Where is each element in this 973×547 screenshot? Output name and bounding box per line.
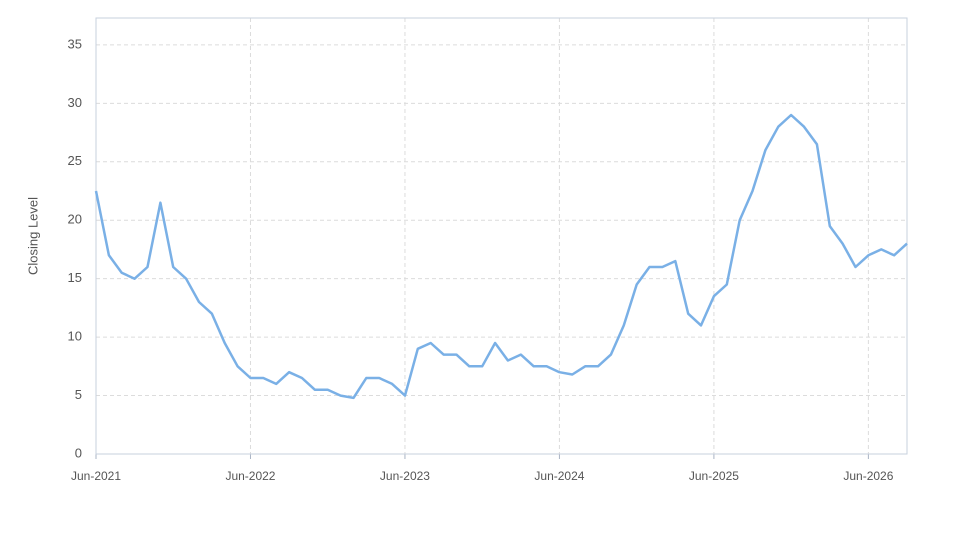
plot-border (95, 17, 908, 455)
y-tick-label: 25 (68, 153, 82, 168)
y-tick-label: 35 (68, 36, 82, 51)
y-tick-label: 30 (68, 95, 82, 110)
x-tick-label: Jun-2021 (71, 469, 121, 483)
x-tick-label: Jun-2022 (225, 469, 275, 483)
x-tick-label: Jun-2024 (534, 469, 584, 483)
y-tick-label: 0 (75, 445, 82, 460)
y-axis-label: Closing Level (25, 197, 40, 275)
x-tick-label: Jun-2025 (689, 469, 739, 483)
y-tick-label: 15 (68, 270, 82, 285)
y-tick-label: 20 (68, 212, 82, 227)
y-tick-label: 10 (68, 329, 82, 344)
line (94, 113, 908, 400)
x-tick-label: Jun-2023 (380, 469, 430, 483)
y-tick-label: 5 (75, 387, 82, 402)
x-tick-label: Jun-2026 (843, 469, 893, 483)
